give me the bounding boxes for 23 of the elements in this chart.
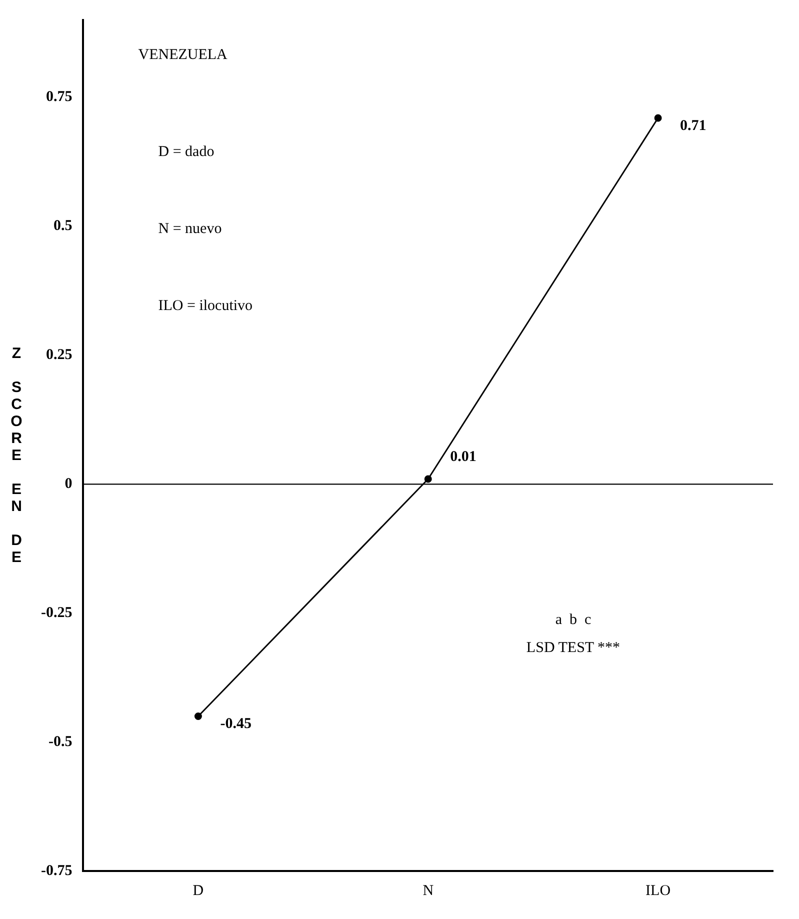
x-tick-label: D [192,882,204,899]
annotation: VENEZUELA [138,46,228,63]
point [424,475,432,483]
y-tick-label: -0.75 [40,862,72,879]
y-tick-label: -0.5 [48,734,72,750]
y-tick-label: -0.25 [40,604,72,621]
y-tick-label: 0.25 [46,347,72,364]
x-tick-label: ILO [646,882,671,899]
y-tick-label: 0.5 [53,218,72,234]
annotation: N = nuevo [158,220,222,237]
data-label: -0.45 [220,716,252,732]
point [654,114,662,122]
data-label: 0.01 [450,448,476,465]
y-tick-label: 0 [64,476,72,492]
data-label: 0.71 [680,118,706,134]
point [194,712,202,720]
annotation: a b c [555,612,592,628]
x-tick-label: N [422,882,434,899]
y-axis-title: Z SCORE EN DE [8,345,26,566]
annotation: ILO = ilocutivo [158,298,253,314]
annotation: LSD TEST *** [526,640,620,656]
annotation: D = dado [158,144,214,160]
y-tick-label: 0.75 [46,89,72,106]
